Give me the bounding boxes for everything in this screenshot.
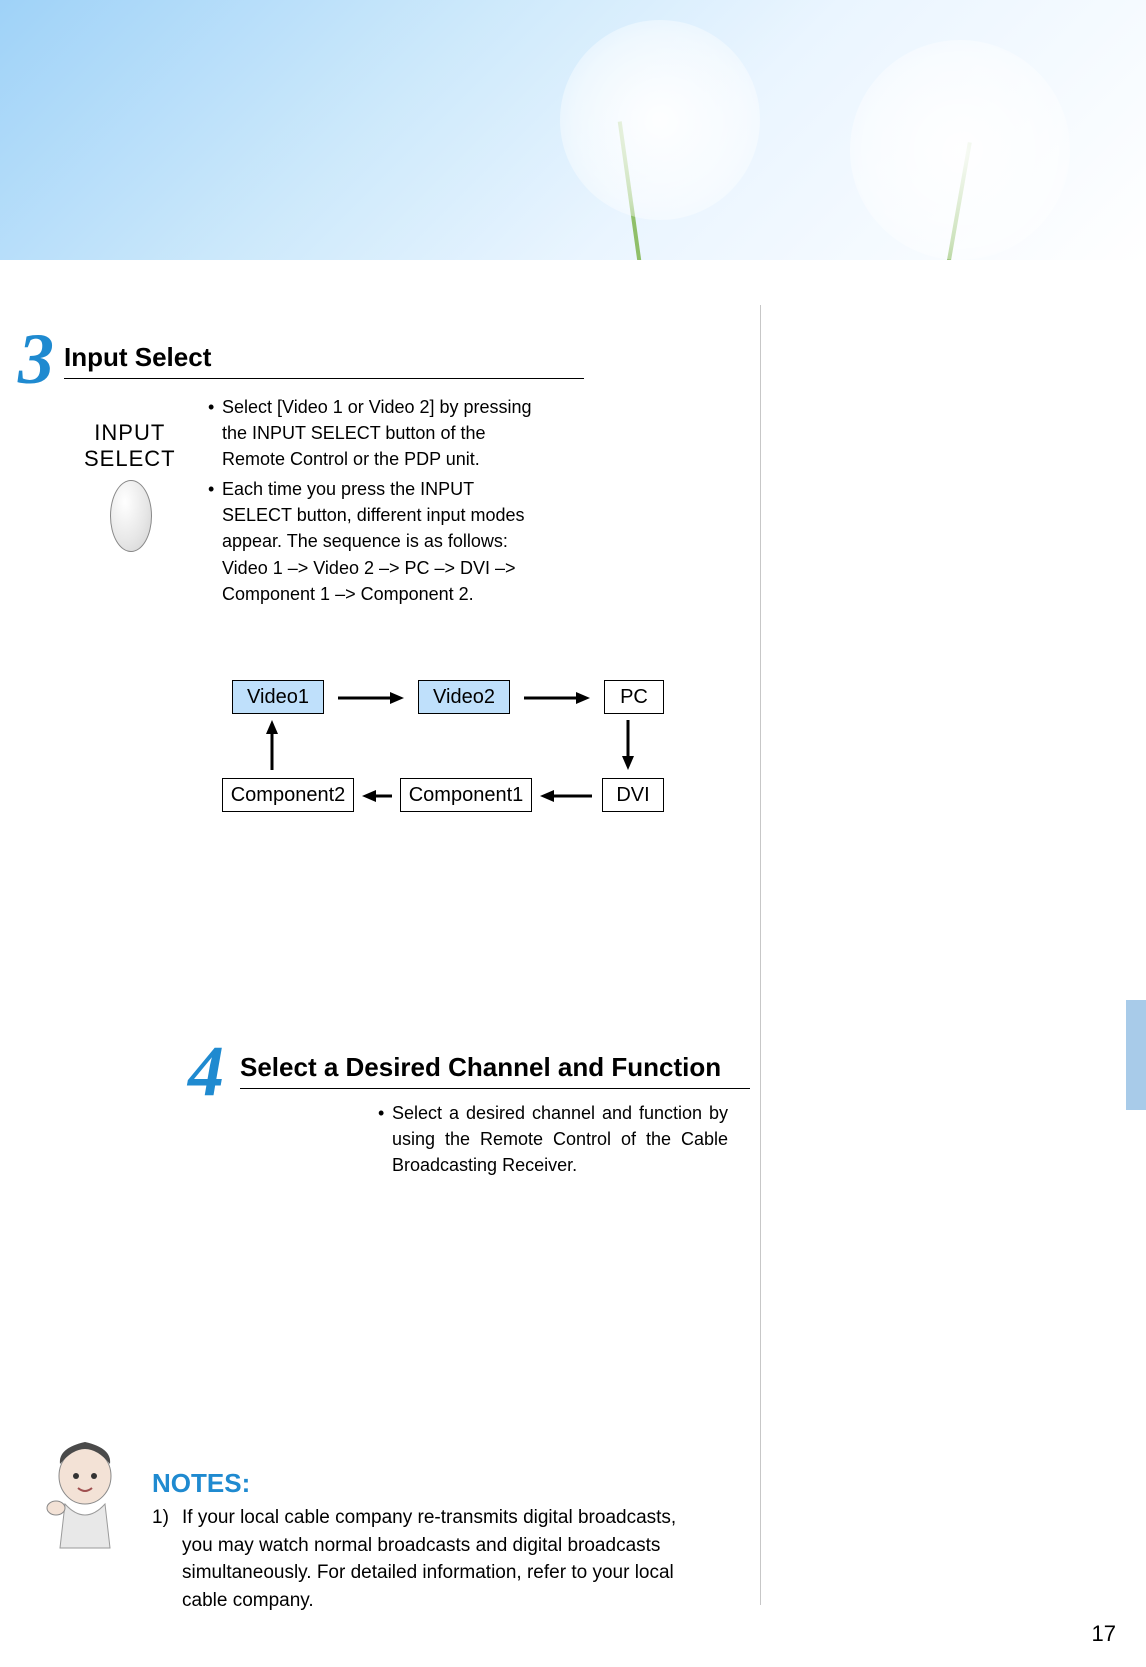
step4-number: 4 [188, 1030, 224, 1113]
flow-arrow-left-icon [362, 788, 392, 804]
flow-box-video1: Video1 [232, 680, 324, 714]
flow-box-label: Component2 [231, 784, 346, 807]
step4-bullet-text: Select a desired channel and function by… [392, 1100, 728, 1178]
bullet-marker: • [208, 394, 222, 472]
flow-arrow-up-icon [264, 720, 280, 770]
notes-item-text: If your local cable company re-transmits… [182, 1504, 712, 1614]
bullet-marker: • [208, 476, 222, 606]
banner [0, 0, 1146, 260]
step4-body: • Select a desired channel and function … [378, 1100, 728, 1178]
step3-bullet: • Select [Video 1 or Video 2] by pressin… [208, 394, 538, 472]
step4-title: Select a Desired Channel and Function [240, 1052, 721, 1083]
flow-arrow-right-icon [338, 690, 404, 706]
bullet-marker: • [378, 1100, 392, 1178]
step3-bullet-text: Select [Video 1 or Video 2] by pressing … [222, 394, 538, 472]
step4-bullet: • Select a desired channel and function … [378, 1100, 728, 1178]
flow-box-pc: PC [604, 680, 664, 714]
flow-box-component1: Component1 [400, 778, 532, 812]
input-select-label-line2: SELECT [84, 446, 176, 472]
flow-arrow-left-icon [540, 788, 592, 804]
dandelion-puff [560, 20, 760, 220]
flow-arrow-down-icon [620, 720, 636, 770]
input-select-label-line1: INPUT [84, 420, 176, 446]
flow-box-label: Video1 [247, 686, 309, 709]
flow-box-component2: Component2 [222, 778, 354, 812]
step4-rule [240, 1088, 750, 1089]
notes-illustration-icon [30, 1430, 140, 1550]
input-select-label: INPUT SELECT [84, 420, 176, 473]
step3-rule [64, 378, 584, 379]
flow-box-label: Component1 [409, 784, 524, 807]
flow-box-label: PC [620, 686, 648, 709]
dandelion-puff [850, 40, 1070, 260]
step3-body: • Select [Video 1 or Video 2] by pressin… [208, 394, 538, 607]
step3-number: 3 [18, 318, 54, 401]
flow-box-label: DVI [616, 784, 649, 807]
step3-bullet: • Each time you press the INPUT SELECT b… [208, 476, 538, 606]
page-number: 17 [1092, 1621, 1116, 1647]
step3-title: Input Select [64, 342, 211, 373]
flow-box-dvi: DVI [602, 778, 664, 812]
notes-heading: NOTES: [152, 1468, 250, 1499]
flow-box-label: Video2 [433, 686, 495, 709]
notes-item-number: 1) [152, 1504, 182, 1614]
flow-arrow-right-icon [524, 690, 590, 706]
flow-box-video2: Video2 [418, 680, 510, 714]
column-rule [760, 305, 761, 1605]
step3-bullet-text: Each time you press the INPUT SELECT but… [222, 476, 538, 606]
side-tab [1126, 1000, 1146, 1110]
notes-body: 1) If your local cable company re-transm… [152, 1504, 712, 1614]
input-select-button-icon [110, 480, 152, 552]
